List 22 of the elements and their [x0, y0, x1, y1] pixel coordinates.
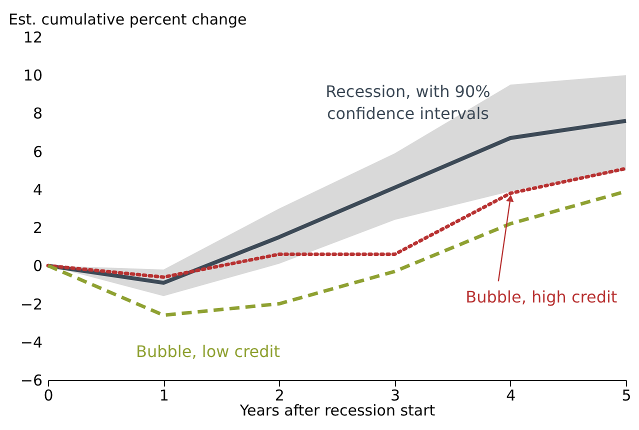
- y-tick-label: 12: [23, 28, 42, 46]
- x-tick-label: 0: [44, 386, 54, 404]
- y-tick-label: 0: [32, 257, 42, 276]
- x-axis-title: Years after recession start: [238, 402, 436, 420]
- y-tick-label: 2: [32, 219, 42, 238]
- x-tick-label: 4: [506, 386, 516, 404]
- annotation: Bubble, low credit: [136, 342, 280, 361]
- annotation: Bubble, high credit: [466, 287, 618, 306]
- y-tick-label: 10: [23, 66, 42, 85]
- x-tick-label: 1: [159, 386, 169, 404]
- y-tick-label: 6: [32, 142, 42, 161]
- y-tick-label: 8: [32, 104, 42, 123]
- x-tick-label: 2: [274, 386, 284, 404]
- y-tick-label: −6: [20, 372, 42, 390]
- y-tick-label: −2: [20, 295, 42, 314]
- x-tick-label: 5: [622, 386, 632, 404]
- y-tick-label: 4: [32, 180, 42, 199]
- y-axis-title: Est. cumulative percent change: [8, 10, 247, 28]
- line-series: [46, 166, 628, 279]
- y-tick-label: −4: [20, 333, 42, 352]
- annotation: Recession, with 90% confidence intervals: [326, 82, 490, 123]
- x-tick-label: 3: [390, 386, 400, 404]
